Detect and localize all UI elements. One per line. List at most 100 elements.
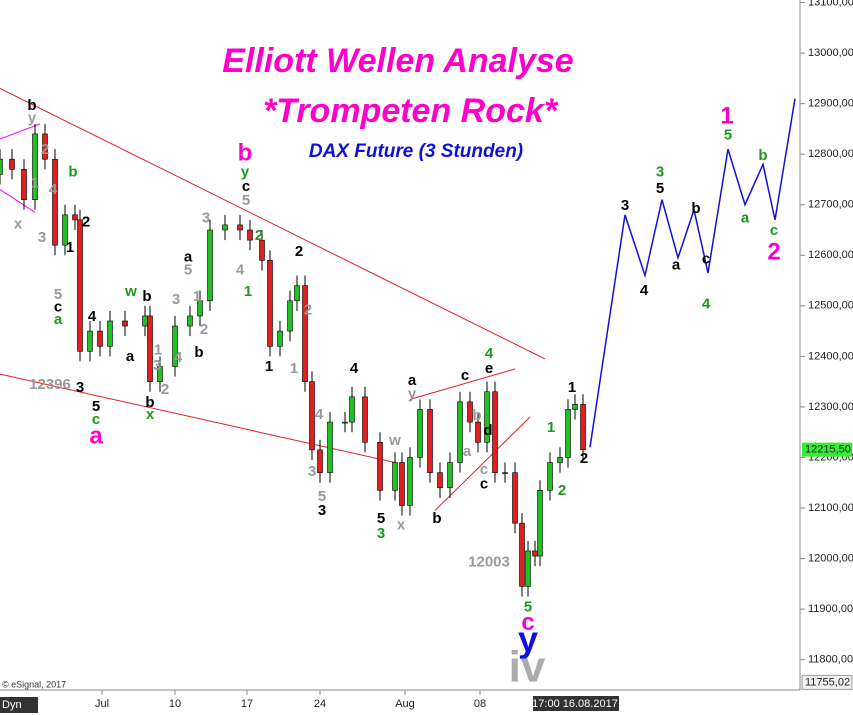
wave-label: 1 (568, 379, 576, 396)
wave-label: 1 (193, 288, 201, 305)
wave-label: 2 (558, 482, 566, 499)
wave-label: 2 (304, 301, 312, 318)
candle-body (147, 315, 153, 382)
wave-label: 2 (161, 381, 169, 398)
wave-label: 2 (41, 141, 49, 158)
y-tick-label: 12500,00 (808, 300, 853, 312)
candle-body (502, 472, 508, 474)
wave-label: 3 (202, 209, 210, 226)
wave-label: 3 (621, 197, 629, 214)
candle-body (222, 224, 228, 231)
x-tick-label: 10 (169, 698, 181, 710)
wave-label: 12003 (468, 554, 510, 571)
wave-label: 2 (200, 321, 208, 338)
major-label: y (518, 618, 538, 659)
y-tick-label: 12900,00 (808, 98, 853, 110)
candle-body (197, 300, 203, 317)
wave-label: 2 (295, 243, 303, 260)
wave-label: 4 (350, 360, 359, 377)
wave-label: 4 (174, 349, 183, 366)
wave-label: 5 (724, 126, 732, 143)
candle-body (77, 219, 83, 352)
candle-body (142, 315, 148, 327)
candle-body (327, 421, 333, 473)
candle-body (557, 457, 563, 463)
wave-label: y (241, 163, 250, 180)
wave-label: c (461, 367, 469, 384)
trendline (0, 123, 41, 140)
wave-label: c (770, 222, 778, 239)
y-tick-label: 12800,00 (808, 148, 853, 160)
candle-body (87, 330, 93, 352)
wave-label: y (408, 385, 417, 402)
last-price-label: 12215,50 (805, 444, 851, 456)
wave-label: 1 (244, 283, 252, 300)
wave-label: b (68, 163, 77, 180)
candle-body (392, 462, 398, 491)
wave-label: a (672, 256, 681, 273)
chart-title: Elliott Wellen Analyse (222, 42, 573, 80)
candle-body (349, 396, 355, 423)
candle-body (407, 457, 413, 506)
x-tick-label: 24 (314, 698, 326, 710)
trendline (0, 88, 546, 360)
degree-label: 1 (720, 103, 733, 130)
projection-line (589, 98, 796, 448)
wave-label: 4 (315, 406, 324, 423)
credit: © eSignal, 2017 (2, 679, 66, 689)
candle-body (294, 285, 300, 302)
wave-label: x (146, 406, 155, 423)
wave-label: w (124, 283, 137, 300)
candle-body (467, 401, 473, 423)
wave-label: b (27, 97, 36, 114)
y-tick-label: 12700,00 (808, 199, 853, 211)
wave-label: 1 (154, 341, 162, 358)
wave-label: 1 (265, 358, 273, 375)
instrument-label: DAX Future (3 Stunden) (309, 141, 523, 162)
candle-body (97, 330, 103, 347)
wave-label: a (54, 311, 63, 328)
wave-label: x (14, 215, 23, 232)
degree-label: b (238, 140, 253, 167)
wave-label: 3 (76, 379, 84, 396)
wave-label: 1 (290, 360, 298, 377)
wave-label: a (126, 348, 135, 365)
degree-label: c (521, 609, 534, 636)
candle-body (277, 330, 283, 347)
wave-label: 5 (524, 599, 532, 616)
y-tick-label: 12100,00 (808, 502, 853, 514)
wave-label: 2 (255, 227, 263, 244)
wave-label: 4 (88, 308, 97, 325)
wave-label: 3 (172, 291, 180, 308)
wave-label: 5 (242, 192, 250, 209)
wave-label: 5 (318, 488, 326, 505)
candle-body (52, 158, 58, 246)
wave-label: c (92, 411, 100, 428)
wave-label: 5 (656, 180, 664, 197)
wave-label: a (741, 209, 750, 226)
wave-label: c (480, 476, 488, 493)
candle-body (362, 396, 368, 443)
wave-label: d (483, 422, 492, 439)
candle-body (237, 224, 243, 231)
wave-label: 5 (377, 510, 385, 527)
wave-label: 5 (54, 286, 62, 303)
wave-label: b (472, 407, 481, 424)
plot (0, 88, 796, 597)
wave-label: 2 (580, 450, 588, 467)
candle-body (580, 404, 586, 450)
wave-label: a (463, 443, 472, 460)
wave-label: 1 (31, 174, 39, 191)
candle-body (532, 550, 538, 557)
y-tick-label: 11900,00 (808, 603, 853, 615)
wave-label: 3 (656, 163, 664, 180)
candle-body (72, 214, 78, 221)
wave-label: 4 (640, 282, 649, 299)
wave-label: b (432, 510, 441, 527)
candle-body (172, 325, 178, 367)
corner-label: Dyn (2, 699, 22, 711)
candle-body (21, 169, 27, 200)
candle-body (547, 462, 553, 491)
